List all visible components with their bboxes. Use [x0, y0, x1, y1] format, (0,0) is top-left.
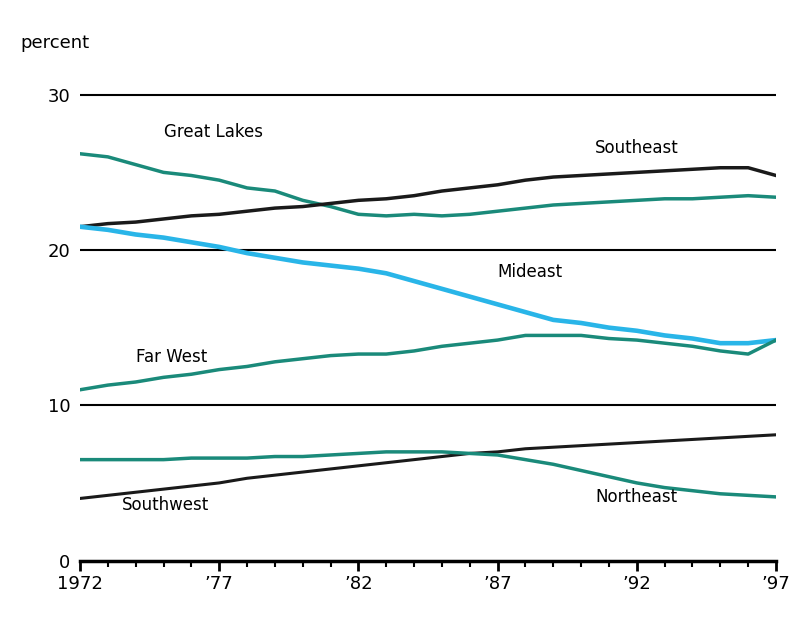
Text: Mideast: Mideast: [498, 263, 562, 281]
Text: Great Lakes: Great Lakes: [163, 124, 262, 141]
Text: percent: percent: [21, 34, 90, 52]
Text: Southeast: Southeast: [595, 139, 678, 157]
Text: Far West: Far West: [136, 348, 207, 366]
Text: Northeast: Northeast: [595, 488, 677, 506]
Text: Southwest: Southwest: [122, 496, 209, 514]
